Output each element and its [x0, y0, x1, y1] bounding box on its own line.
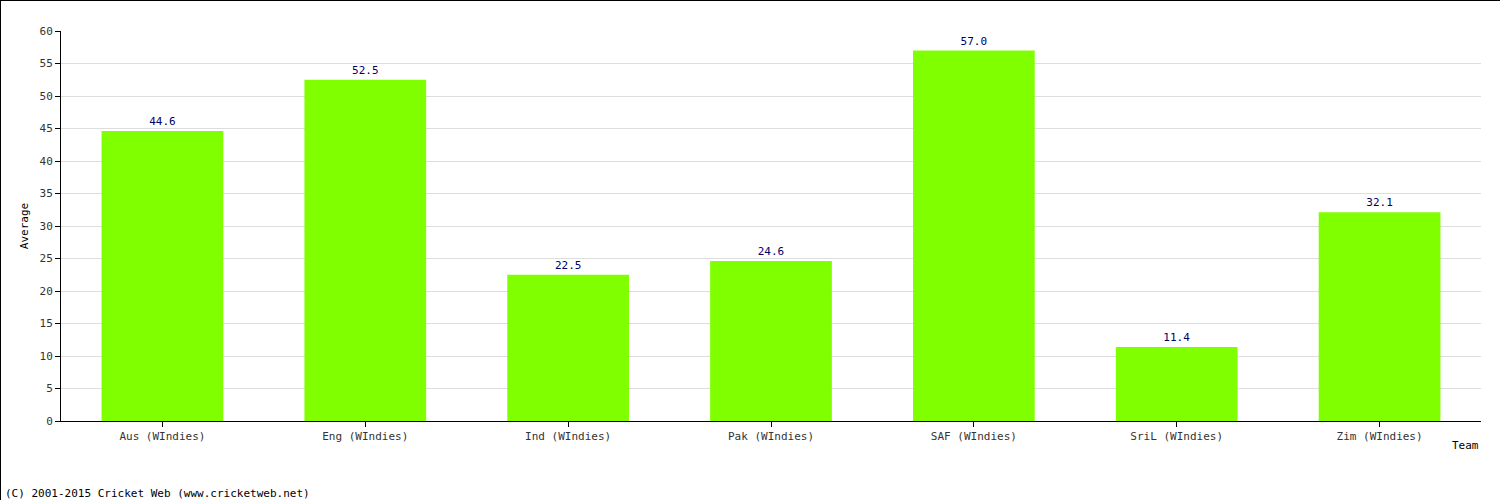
svg-text:SriL (WIndies): SriL (WIndies) [1130, 430, 1223, 443]
svg-text:(C) 2001-2015 Cricket Web (www: (C) 2001-2015 Cricket Web (www.cricketwe… [5, 487, 310, 500]
svg-text:52.5: 52.5 [352, 64, 379, 77]
svg-text:Zim (WIndies): Zim (WIndies) [1337, 430, 1423, 443]
svg-text:35: 35 [40, 187, 53, 200]
svg-text:Average: Average [18, 203, 31, 249]
svg-text:45: 45 [40, 122, 53, 135]
svg-text:55: 55 [40, 57, 53, 70]
svg-text:44.6: 44.6 [149, 115, 176, 128]
svg-text:20: 20 [40, 285, 53, 298]
svg-text:22.5: 22.5 [555, 259, 582, 272]
svg-text:24.6: 24.6 [758, 245, 785, 258]
svg-text:Aus (WIndies): Aus (WIndies) [119, 430, 205, 443]
svg-text:Eng (WIndies): Eng (WIndies) [322, 430, 408, 443]
svg-text:SAF (WIndies): SAF (WIndies) [931, 430, 1017, 443]
svg-text:60: 60 [40, 25, 53, 38]
svg-text:40: 40 [40, 155, 53, 168]
svg-text:50: 50 [40, 90, 53, 103]
svg-text:Team: Team [1452, 439, 1479, 452]
svg-text:Ind (WIndies): Ind (WIndies) [525, 430, 611, 443]
svg-text:5: 5 [46, 382, 53, 395]
svg-text:57.0: 57.0 [961, 35, 988, 48]
svg-text:15: 15 [40, 317, 53, 330]
svg-text:25: 25 [40, 252, 53, 265]
svg-text:30: 30 [40, 220, 53, 233]
svg-text:Pak (WIndies): Pak (WIndies) [728, 430, 814, 443]
svg-text:10: 10 [40, 350, 53, 363]
svg-text:11.4: 11.4 [1163, 331, 1190, 344]
svg-text:32.1: 32.1 [1366, 196, 1393, 209]
svg-text:0: 0 [46, 415, 53, 428]
